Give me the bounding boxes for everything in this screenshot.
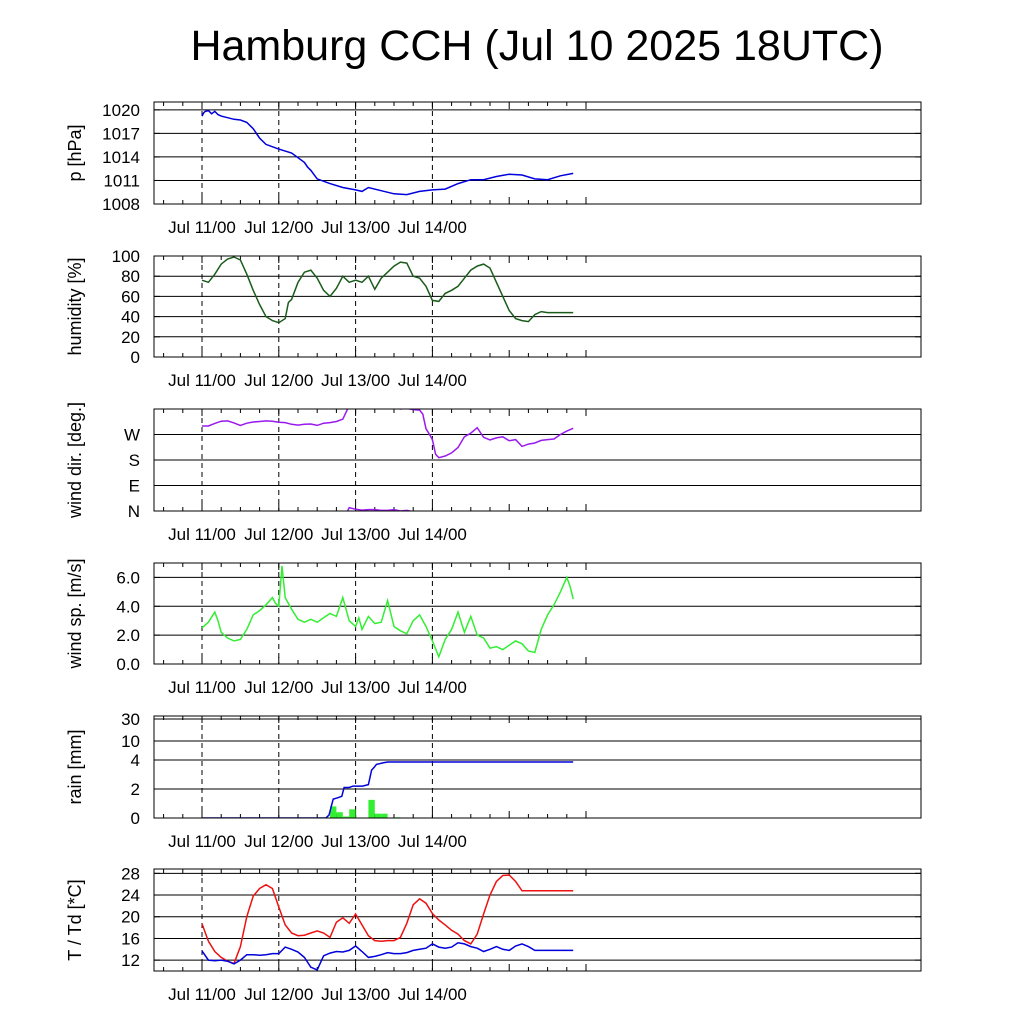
y-axis-label: wind dir. [deg.] [65, 402, 85, 519]
x-tick-label: Jul 12/00 [244, 678, 313, 697]
rain-bar [374, 813, 382, 818]
y-tick-label: 0 [131, 809, 140, 828]
y-tick-label: 80 [121, 267, 140, 286]
x-tick-label: Jul 13/00 [321, 985, 390, 1004]
panel-frame [153, 868, 922, 972]
series-line-1 [201, 565, 574, 659]
y-tick-label: W [124, 426, 140, 445]
y-tick-label: 40 [121, 308, 140, 327]
y-tick-label: 16 [121, 929, 140, 948]
y-tick-label: 12 [121, 951, 140, 970]
rain-bar [381, 813, 388, 818]
panel-frame [153, 255, 922, 358]
x-tick-label: Jul 13/00 [321, 832, 390, 851]
x-tick-label: Jul 14/00 [398, 832, 467, 851]
y-tick-label: 4.0 [116, 597, 140, 616]
y-tick-label: 2.0 [116, 626, 140, 645]
x-tick-label: Jul 14/00 [398, 371, 467, 390]
series-line-wrapped [346, 506, 416, 511]
y-tick-label: 6.0 [116, 568, 140, 587]
x-tick-label: Jul 13/00 [321, 678, 390, 697]
rain-bar [342, 816, 350, 818]
x-tick-label: Jul 13/00 [321, 371, 390, 390]
y-tick-label: 1011 [103, 171, 140, 190]
rain-bar [336, 812, 343, 818]
y-tick-label: 1017 [102, 124, 140, 143]
panel-frame [153, 101, 922, 205]
series-line-2 [201, 942, 574, 971]
y-tick-label: 1008 [102, 195, 140, 214]
panel-5: 30 104 2 0 rain [mm] Jul 11/00 Jul 12/00 Jul 13… [65, 710, 922, 851]
panel-4: 6.0 4.0 2.0 0.0 wind sp. [m/s] Jul 11/00 Jul 1… [65, 558, 922, 697]
x-tick-label: Jul 12/00 [244, 525, 313, 544]
x-tick-label: Jul 13/00 [321, 218, 390, 237]
y-tick-label: 10 [121, 732, 140, 751]
y-tick-label: 0.0 [116, 655, 140, 674]
y-tick-label: 24 [121, 886, 140, 905]
y-tick-label: 28 [121, 864, 140, 883]
y-tick-label: 1014 [102, 148, 140, 167]
series-line-1 [201, 109, 574, 196]
x-tick-label: Jul 14/00 [398, 985, 467, 1004]
y-tick-label: N [128, 502, 140, 521]
x-tick-label: Jul 13/00 [321, 525, 390, 544]
x-tick-label: Jul 12/00 [244, 218, 313, 237]
x-tick-label: Jul 11/00 [168, 832, 236, 851]
x-tick-label: Jul 11/00 [168, 218, 236, 237]
y-tick-label: 4 [131, 751, 140, 770]
y-axis-label: T / Td [*C] [65, 879, 85, 960]
panel-1: 1020 1017 1014 1011 1008 p [hPa] Jul 11/00 Jul … [65, 101, 922, 237]
y-axis-label: p [hPa] [65, 124, 85, 181]
y-tick-label: 2 [131, 780, 140, 799]
series-line-1 [201, 256, 574, 324]
series-line-1 [201, 874, 574, 965]
series-line-2 [202, 761, 574, 818]
y-tick-label: 20 [121, 908, 140, 927]
y-axis-label: wind sp. [m/s] [65, 558, 85, 669]
y-tick-label: E [129, 477, 140, 496]
x-tick-label: Jul 14/00 [398, 678, 467, 697]
y-tick-label: 1020 [102, 101, 140, 120]
x-tick-label: Jul 14/00 [398, 525, 467, 544]
x-tick-label: Jul 14/00 [398, 218, 467, 237]
y-axis-label: humidity [%] [65, 257, 85, 355]
y-tick-label: 30 [121, 710, 140, 729]
rain-bar [330, 806, 337, 818]
x-tick-label: Jul 12/00 [244, 985, 313, 1004]
x-tick-label: Jul 11/00 [168, 985, 236, 1004]
x-tick-label: Jul 11/00 [168, 525, 236, 544]
chart-title: Hamburg CCH (Jul 10 2025 18UTC) [190, 22, 884, 70]
y-tick-label: S [129, 451, 140, 470]
y-tick-label: 0 [131, 348, 140, 367]
x-tick-label: Jul 11/00 [168, 371, 236, 390]
rain-bar [368, 799, 375, 818]
panel-frame [153, 562, 922, 665]
series-line-1 [202, 409, 574, 459]
x-tick-label: Jul 12/00 [244, 371, 313, 390]
y-tick-label: 20 [121, 328, 140, 347]
rain-bar [349, 809, 356, 818]
panel-frame [153, 715, 922, 819]
panel-6: 28 24 20 16 12 T / Td [*C] Jul 11/00 Jul 12/00 J… [65, 864, 922, 1004]
x-tick-label: Jul 12/00 [244, 832, 313, 851]
y-tick-label: 60 [121, 287, 140, 306]
y-tick-label: 100 [112, 247, 140, 266]
y-axis-label: rain [mm] [65, 729, 85, 804]
x-tick-label: Jul 11/00 [168, 678, 236, 697]
